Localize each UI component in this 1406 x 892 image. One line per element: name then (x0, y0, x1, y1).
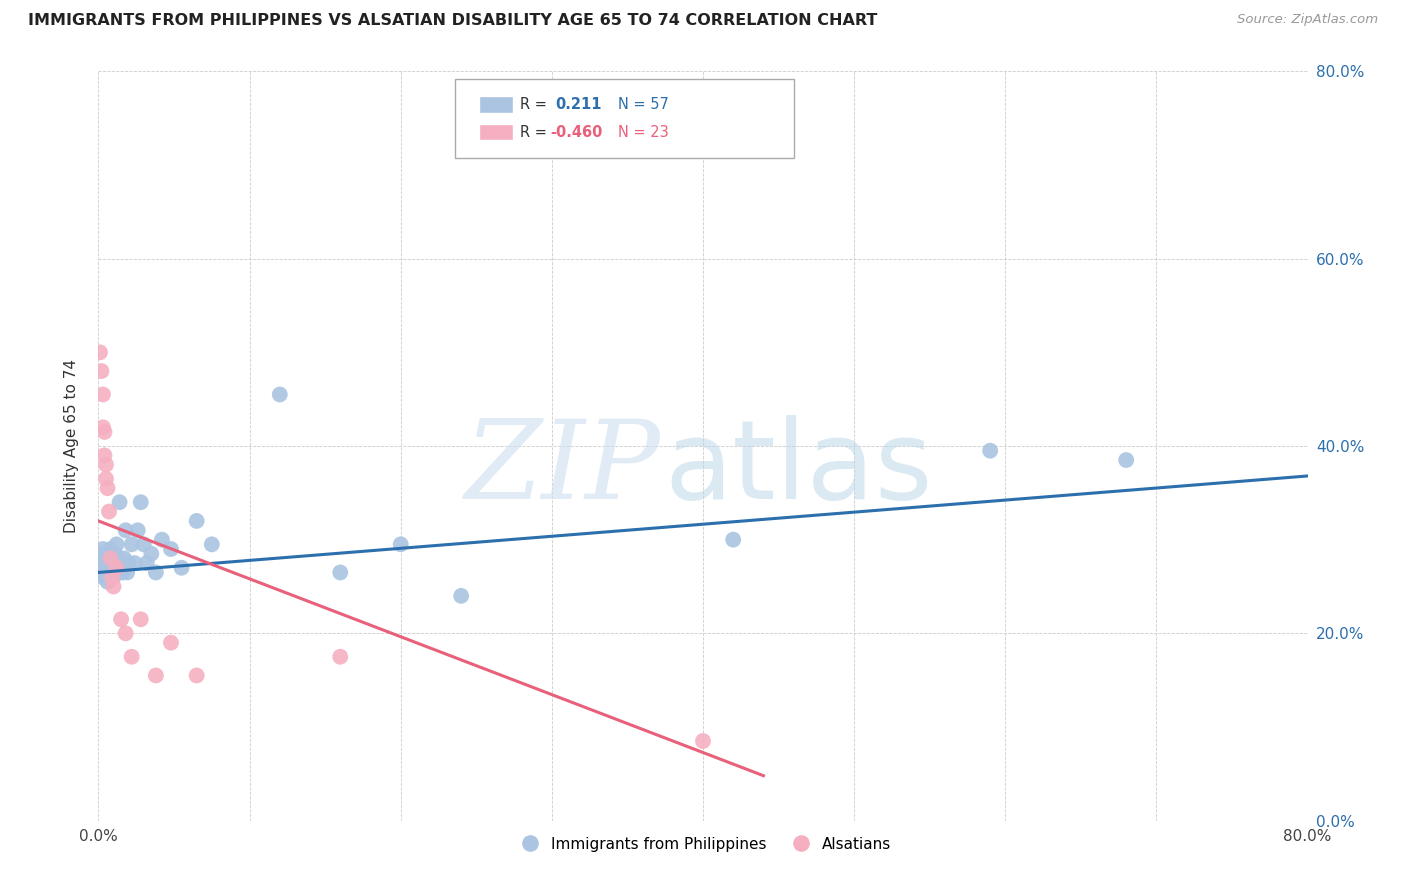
Point (94, 561, 117, 575)
Point (91, 420, 114, 434)
Point (94, 570, 117, 584)
Point (135, 556, 157, 570)
Point (98, 505, 121, 519)
Point (160, 542, 183, 557)
Point (98, 547, 121, 561)
Point (91, 542, 114, 557)
Point (129, 612, 152, 626)
Point (105, 537, 128, 551)
Point (101, 566, 124, 580)
Point (110, 612, 132, 626)
Point (93, 449, 115, 463)
Y-axis label: Disability Age 65 to 74: Disability Age 65 to 74 (65, 359, 79, 533)
Point (90, 364, 112, 378)
Point (89, 551, 111, 566)
Point (100, 570, 122, 584)
Point (93, 566, 115, 580)
Point (114, 626, 136, 640)
Point (450, 589, 472, 603)
Text: IMMIGRANTS FROM PHILIPPINES VS ALSATIAN DISABILITY AGE 65 TO 74 CORRELATION CHAR: IMMIGRANTS FROM PHILIPPINES VS ALSATIAN … (28, 13, 877, 29)
Point (96, 561, 118, 575)
FancyBboxPatch shape (479, 96, 513, 112)
Point (110, 561, 132, 575)
Point (118, 556, 141, 570)
Point (141, 547, 163, 561)
Point (105, 561, 128, 575)
Text: ZIP: ZIP (465, 415, 661, 522)
Text: R =: R = (520, 97, 547, 112)
Point (170, 561, 193, 575)
Point (124, 556, 146, 570)
Point (103, 570, 125, 584)
FancyBboxPatch shape (456, 78, 793, 158)
Point (329, 649, 352, 664)
Point (90, 547, 112, 561)
Point (107, 551, 129, 566)
Text: N = 57: N = 57 (619, 97, 669, 112)
Point (100, 542, 122, 557)
Point (100, 561, 122, 575)
Text: -0.460: -0.460 (551, 125, 603, 139)
Point (107, 566, 129, 580)
Point (94, 458, 117, 472)
Point (692, 734, 714, 748)
Point (96, 551, 118, 566)
Point (121, 537, 143, 551)
Point (94, 472, 117, 486)
Point (94, 551, 117, 566)
Text: atlas: atlas (664, 415, 932, 522)
Point (101, 551, 124, 566)
FancyBboxPatch shape (479, 124, 513, 140)
Point (145, 668, 167, 682)
Point (160, 635, 183, 649)
Text: Source: ZipAtlas.com: Source: ZipAtlas.com (1237, 13, 1378, 27)
Point (101, 570, 124, 584)
Legend: Immigrants from Philippines, Alsatians: Immigrants from Philippines, Alsatians (509, 830, 897, 858)
Point (96, 481, 118, 495)
Point (186, 514, 208, 528)
Point (103, 580, 125, 594)
Point (723, 533, 745, 547)
Point (104, 561, 127, 575)
Point (93, 425, 115, 439)
Point (329, 566, 352, 580)
Point (100, 551, 122, 566)
Point (121, 649, 143, 664)
Point (98, 566, 121, 580)
Point (91, 570, 114, 584)
Point (93, 547, 115, 561)
Point (89, 345, 111, 359)
Text: R =: R = (520, 125, 547, 139)
Point (115, 566, 138, 580)
Point (186, 668, 208, 682)
Point (145, 566, 167, 580)
Point (127, 524, 149, 538)
Point (132, 537, 155, 551)
Text: N = 23: N = 23 (619, 125, 669, 139)
Point (114, 524, 136, 538)
Point (98, 556, 121, 570)
Point (129, 495, 152, 509)
Point (104, 547, 127, 561)
Point (269, 387, 291, 401)
Point (108, 495, 131, 509)
Point (93, 556, 115, 570)
Point (103, 556, 125, 570)
Point (389, 537, 412, 551)
Point (90, 561, 112, 575)
Point (111, 566, 134, 580)
Point (150, 533, 173, 547)
Point (1115, 453, 1137, 467)
Text: 0.211: 0.211 (555, 97, 602, 112)
Point (112, 551, 135, 566)
Point (91, 556, 114, 570)
Point (96, 574, 118, 589)
Point (91, 387, 114, 401)
Point (979, 443, 1001, 458)
Point (201, 537, 224, 551)
